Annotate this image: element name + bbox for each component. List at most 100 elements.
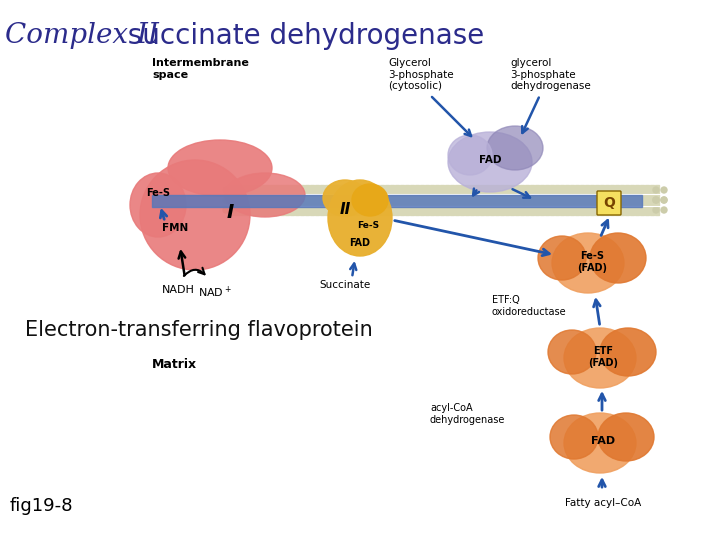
Circle shape: [231, 207, 237, 213]
Bar: [380, 185, 384, 215]
Bar: [520, 185, 523, 215]
Text: Glycerol
3-phosphate
(cytosolic): Glycerol 3-phosphate (cytosolic): [388, 58, 454, 91]
Text: acyl-CoA
dehydrogenase: acyl-CoA dehydrogenase: [430, 403, 505, 424]
Bar: [365, 185, 369, 215]
Bar: [590, 185, 593, 215]
Bar: [470, 185, 474, 215]
Bar: [235, 185, 238, 215]
Ellipse shape: [323, 180, 367, 216]
Bar: [570, 185, 574, 215]
Bar: [410, 185, 413, 215]
Bar: [395, 185, 398, 215]
Text: FAD: FAD: [591, 436, 615, 446]
Ellipse shape: [564, 328, 636, 388]
Bar: [625, 185, 629, 215]
Bar: [465, 185, 469, 215]
Bar: [620, 185, 624, 215]
Text: Fe-S: Fe-S: [357, 220, 379, 230]
Bar: [540, 185, 544, 215]
Ellipse shape: [538, 236, 586, 280]
Bar: [400, 185, 403, 215]
Circle shape: [231, 197, 237, 203]
Bar: [152, 195, 642, 207]
Bar: [635, 185, 639, 215]
Bar: [350, 185, 354, 215]
Bar: [315, 185, 318, 215]
Circle shape: [653, 207, 659, 213]
Bar: [305, 185, 308, 215]
Bar: [485, 185, 488, 215]
Circle shape: [653, 187, 659, 193]
Bar: [445, 185, 449, 215]
Bar: [655, 185, 659, 215]
Text: Fe-S
(FAD): Fe-S (FAD): [577, 251, 607, 273]
Bar: [330, 185, 333, 215]
Bar: [560, 185, 564, 215]
Bar: [360, 185, 364, 215]
Bar: [615, 185, 618, 215]
Ellipse shape: [448, 135, 492, 175]
Text: FAD: FAD: [479, 155, 501, 165]
Ellipse shape: [590, 233, 646, 283]
Bar: [650, 185, 654, 215]
Bar: [500, 185, 503, 215]
Bar: [495, 185, 498, 215]
Circle shape: [653, 197, 659, 203]
Bar: [610, 185, 613, 215]
Ellipse shape: [225, 173, 305, 217]
Bar: [325, 185, 328, 215]
Ellipse shape: [448, 132, 532, 192]
Text: Q: Q: [603, 196, 615, 210]
Ellipse shape: [552, 233, 624, 293]
Circle shape: [231, 197, 237, 203]
Bar: [515, 185, 518, 215]
Bar: [550, 185, 554, 215]
Circle shape: [661, 207, 667, 213]
Text: succinate dehydrogenase: succinate dehydrogenase: [110, 22, 485, 50]
Bar: [600, 185, 603, 215]
Bar: [525, 185, 528, 215]
Bar: [645, 185, 649, 215]
Text: Succinate: Succinate: [320, 280, 371, 290]
Ellipse shape: [168, 140, 272, 196]
Ellipse shape: [140, 160, 250, 270]
Bar: [375, 185, 379, 215]
Text: Matrix: Matrix: [152, 358, 197, 371]
Bar: [440, 185, 444, 215]
Bar: [260, 185, 264, 215]
Bar: [425, 185, 428, 215]
Circle shape: [223, 207, 229, 213]
Bar: [345, 185, 348, 215]
Bar: [310, 185, 313, 215]
Bar: [300, 185, 304, 215]
Bar: [385, 185, 389, 215]
Bar: [270, 185, 274, 215]
Bar: [605, 185, 608, 215]
Ellipse shape: [598, 413, 654, 461]
Bar: [240, 185, 243, 215]
Text: Intermembrane
space: Intermembrane space: [152, 58, 249, 79]
Text: FAD: FAD: [349, 238, 371, 248]
Bar: [415, 185, 418, 215]
Circle shape: [661, 187, 667, 193]
Bar: [480, 185, 484, 215]
Bar: [275, 185, 279, 215]
Circle shape: [223, 187, 229, 193]
Bar: [285, 185, 289, 215]
Text: I: I: [226, 204, 233, 222]
Bar: [430, 185, 433, 215]
Text: Complex II: Complex II: [5, 22, 159, 49]
Text: Fatty acyl–CoA: Fatty acyl–CoA: [565, 498, 641, 508]
Ellipse shape: [548, 330, 596, 374]
FancyBboxPatch shape: [597, 191, 621, 215]
Bar: [280, 185, 284, 215]
Bar: [320, 185, 323, 215]
Ellipse shape: [600, 328, 656, 376]
Bar: [585, 185, 588, 215]
Ellipse shape: [564, 413, 636, 473]
Text: Fe-S: Fe-S: [146, 188, 170, 198]
Ellipse shape: [352, 184, 388, 216]
Bar: [510, 185, 513, 215]
Bar: [390, 185, 394, 215]
Bar: [555, 185, 559, 215]
